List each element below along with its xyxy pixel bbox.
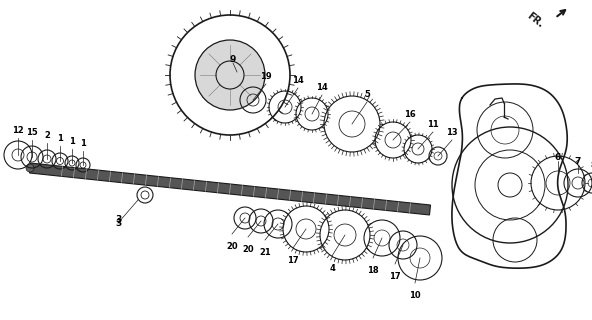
- Text: 13: 13: [446, 128, 458, 137]
- Text: 8: 8: [591, 162, 592, 171]
- Text: 5: 5: [364, 90, 370, 99]
- Text: FR.: FR.: [525, 11, 545, 29]
- Text: 4: 4: [329, 264, 335, 273]
- Text: 1: 1: [69, 137, 75, 146]
- Text: 3: 3: [115, 215, 121, 225]
- Text: 6: 6: [555, 154, 561, 163]
- Text: 2: 2: [44, 131, 50, 140]
- Text: 10: 10: [409, 291, 421, 300]
- Text: 15: 15: [26, 128, 38, 137]
- Text: 9: 9: [230, 55, 236, 65]
- Text: 11: 11: [427, 120, 439, 129]
- Text: 1: 1: [80, 139, 86, 148]
- Text: 3: 3: [115, 219, 121, 228]
- Circle shape: [26, 164, 34, 172]
- Text: 20: 20: [242, 245, 254, 254]
- Text: 20: 20: [226, 242, 238, 251]
- Text: 1: 1: [57, 134, 63, 143]
- Text: 17: 17: [389, 272, 401, 281]
- Circle shape: [195, 40, 265, 110]
- Text: 14: 14: [292, 76, 304, 85]
- Text: 7: 7: [575, 157, 581, 166]
- Text: 12: 12: [12, 126, 24, 135]
- Text: 19: 19: [260, 72, 272, 81]
- Text: 16: 16: [404, 110, 416, 119]
- Polygon shape: [30, 163, 430, 215]
- Text: 18: 18: [367, 266, 379, 275]
- Text: 17: 17: [287, 256, 299, 265]
- Text: 21: 21: [259, 248, 271, 257]
- Text: 14: 14: [316, 83, 328, 92]
